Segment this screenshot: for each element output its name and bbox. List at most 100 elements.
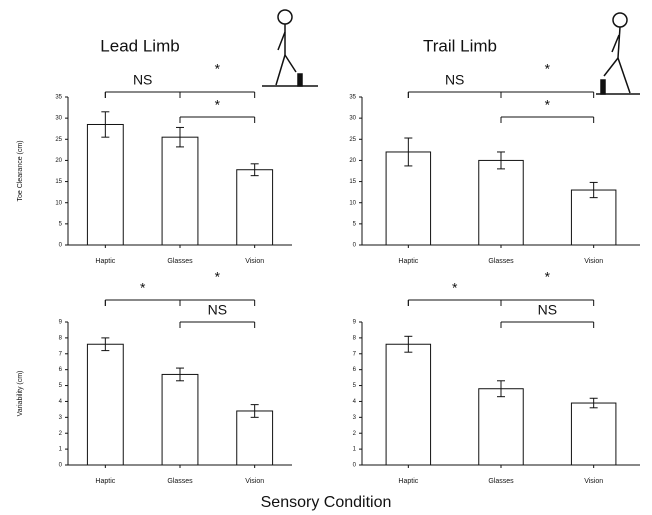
y-tick-label: 10 bbox=[349, 200, 356, 206]
significance-bracket bbox=[500, 321, 595, 328]
error-bar bbox=[497, 151, 505, 170]
significance-bracket bbox=[104, 91, 181, 98]
significance-label: * bbox=[140, 280, 146, 296]
significance-bracket bbox=[500, 116, 595, 123]
y-tick-label: 0 bbox=[59, 243, 63, 249]
stick-figure-lead bbox=[262, 9, 318, 87]
x-tick-label: Glasses bbox=[167, 478, 193, 485]
y-tick-label: 0 bbox=[59, 463, 63, 469]
significance-bracket bbox=[104, 299, 181, 306]
significance-bracket bbox=[104, 91, 256, 98]
significance-label: * bbox=[545, 269, 551, 285]
bar bbox=[478, 388, 524, 466]
error-bar bbox=[589, 181, 598, 199]
bar bbox=[236, 410, 274, 466]
y-tick-label: 8 bbox=[59, 335, 63, 341]
significance-bracket bbox=[179, 116, 256, 123]
bar bbox=[86, 343, 124, 466]
x-tick-label: Haptic bbox=[95, 478, 115, 485]
y-tick-label: 2 bbox=[353, 431, 357, 437]
stick-figure-trail bbox=[596, 12, 640, 95]
y-tick-label: 4 bbox=[353, 399, 357, 405]
y-tick-label: 6 bbox=[59, 367, 63, 373]
y-tick-label: 1 bbox=[59, 447, 63, 453]
y-axis-label: Variability (cm) bbox=[17, 371, 24, 417]
y-tick-label: 5 bbox=[353, 383, 357, 389]
y-tick-label: 5 bbox=[353, 221, 357, 227]
significance-label: * bbox=[452, 280, 458, 296]
y-tick-label: 15 bbox=[349, 179, 356, 185]
error-bar bbox=[250, 163, 259, 177]
significance-bracket bbox=[407, 91, 595, 98]
y-tick-label: 15 bbox=[55, 179, 62, 185]
x-tick-label: Glasses bbox=[488, 478, 514, 485]
error-bar bbox=[101, 337, 110, 352]
y-tick-label: 30 bbox=[349, 116, 356, 122]
x-tick-label: Vision bbox=[584, 478, 603, 485]
bar bbox=[570, 402, 617, 466]
x-tick-label: Haptic bbox=[398, 258, 418, 265]
bar bbox=[161, 373, 199, 466]
error-bar bbox=[404, 137, 413, 167]
chart-title: Lead Limb bbox=[100, 36, 179, 55]
error-bar bbox=[250, 404, 259, 418]
y-tick-label: 25 bbox=[55, 137, 62, 143]
y-tick-label: 6 bbox=[353, 367, 357, 373]
significance-bracket bbox=[407, 299, 595, 306]
chart-title: Trail Limb bbox=[423, 36, 497, 55]
x-tick-label: Vision bbox=[245, 478, 264, 485]
error-bar bbox=[176, 367, 184, 382]
significance-label: NS bbox=[445, 72, 464, 88]
y-tick-label: 20 bbox=[55, 158, 62, 164]
y-tick-label: 7 bbox=[59, 351, 63, 357]
x-tick-label: Haptic bbox=[398, 478, 418, 485]
y-tick-label: 4 bbox=[59, 399, 63, 405]
y-tick-label: 3 bbox=[353, 415, 357, 421]
x-tick-label: Haptic bbox=[95, 258, 115, 265]
significance-label: NS bbox=[538, 302, 557, 318]
x-tick-label: Glasses bbox=[167, 258, 193, 265]
significance-label: NS bbox=[133, 72, 152, 88]
y-tick-label: 35 bbox=[349, 95, 356, 101]
error-bar bbox=[176, 126, 184, 148]
bar bbox=[570, 189, 617, 246]
y-tick-label: 2 bbox=[59, 431, 63, 437]
y-tick-label: 25 bbox=[349, 137, 356, 143]
y-tick-label: 0 bbox=[353, 243, 357, 249]
significance-label: * bbox=[215, 269, 221, 285]
y-tick-label: 5 bbox=[59, 383, 63, 389]
y-tick-label: 0 bbox=[353, 463, 357, 469]
y-tick-label: 10 bbox=[55, 200, 62, 206]
y-tick-label: 8 bbox=[353, 335, 357, 341]
y-tick-label: 1 bbox=[353, 447, 357, 453]
bar bbox=[385, 151, 432, 246]
significance-bracket bbox=[407, 299, 502, 306]
bar bbox=[86, 123, 124, 246]
bar bbox=[236, 169, 274, 246]
significance-bracket bbox=[179, 321, 256, 328]
y-tick-label: 9 bbox=[353, 320, 357, 326]
error-bar bbox=[404, 335, 413, 353]
significance-label: * bbox=[215, 97, 221, 113]
significance-label: * bbox=[545, 61, 551, 77]
y-tick-label: 30 bbox=[55, 116, 62, 122]
y-tick-label: 3 bbox=[59, 415, 63, 421]
significance-label: NS bbox=[208, 302, 227, 318]
y-tick-label: 5 bbox=[59, 221, 63, 227]
y-axis-label: Toe Clearance (cm) bbox=[17, 140, 24, 201]
bar bbox=[385, 343, 432, 466]
y-tick-label: 20 bbox=[349, 158, 356, 164]
significance-bracket bbox=[104, 299, 256, 306]
x-tick-label: Vision bbox=[245, 258, 264, 265]
x-axis-label: Sensory Condition bbox=[261, 494, 392, 511]
y-tick-label: 35 bbox=[55, 95, 62, 101]
error-bar bbox=[497, 380, 505, 398]
error-bar bbox=[589, 397, 598, 409]
significance-label: * bbox=[215, 61, 221, 77]
bar bbox=[161, 136, 199, 246]
significance-bracket bbox=[407, 91, 502, 98]
y-tick-label: 9 bbox=[59, 320, 63, 326]
x-tick-label: Glasses bbox=[488, 258, 514, 265]
significance-label: * bbox=[545, 97, 551, 113]
